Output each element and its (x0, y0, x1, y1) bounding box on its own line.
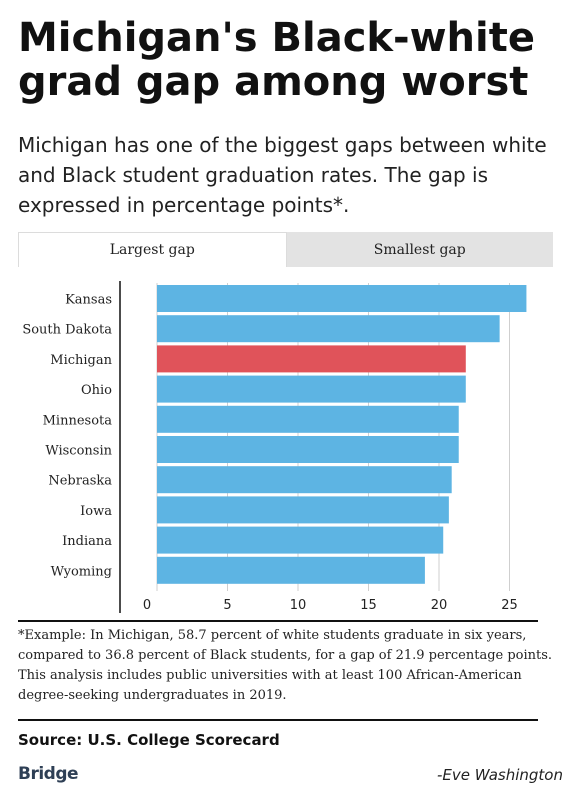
category-label-wyoming: Wyoming (51, 564, 112, 579)
bar-iowa (157, 496, 449, 524)
tab-smallest-gap[interactable]: Smallest gap (286, 232, 553, 267)
bar-wisconsin (157, 436, 459, 463)
bar-minnesota (157, 405, 459, 433)
author-credit: -Eve Washington (436, 766, 563, 784)
tick-label-5: 5 (223, 598, 231, 613)
tick-label-0: 0 (143, 598, 151, 613)
category-label-ohio: Ohio (81, 383, 112, 398)
category-label-south-dakota: South Dakota (22, 323, 112, 338)
category-label-wisconsin: Wisconsin (45, 444, 112, 459)
category-label-kansas: Kansas (65, 293, 112, 308)
footnote: *Example: In Michigan, 58.7 percent of w… (18, 628, 553, 703)
rule-top (18, 620, 538, 622)
bar-indiana (157, 526, 444, 554)
bridge-logo: Bridge (18, 764, 79, 784)
category-label-iowa: Iowa (80, 504, 112, 519)
tick-label-20: 20 (431, 598, 448, 613)
tab-largest-gap[interactable]: Largest gap (18, 232, 287, 267)
bar-nebraska (157, 466, 452, 494)
bar-kansas (157, 285, 527, 312)
bar-ohio (157, 375, 466, 403)
tick-label-25: 25 (501, 598, 518, 613)
bar-south-dakota (157, 315, 500, 343)
rule-bottom (18, 719, 538, 721)
category-label-michigan: Michigan (50, 353, 112, 368)
chart-subtitle: Michigan has one of the biggest gaps bet… (18, 133, 547, 217)
tick-label-10: 10 (290, 598, 307, 613)
gap-tabs: Largest gap Smallest gap (18, 232, 553, 267)
bar-michigan (157, 345, 466, 373)
bar-wyoming (157, 556, 425, 584)
chart-title: Michigan's Black-white grad gap among wo… (18, 15, 535, 105)
source-note: Source: U.S. College Scorecard (18, 731, 280, 749)
bar-chart: Kansas South Dakota Michigan Ohio Minnesota W… (22, 281, 527, 613)
category-label-minnesota: Minnesota (43, 413, 113, 428)
category-label-indiana: Indiana (62, 534, 112, 549)
tick-label-15: 15 (360, 598, 377, 613)
category-label-nebraska: Nebraska (48, 474, 112, 489)
